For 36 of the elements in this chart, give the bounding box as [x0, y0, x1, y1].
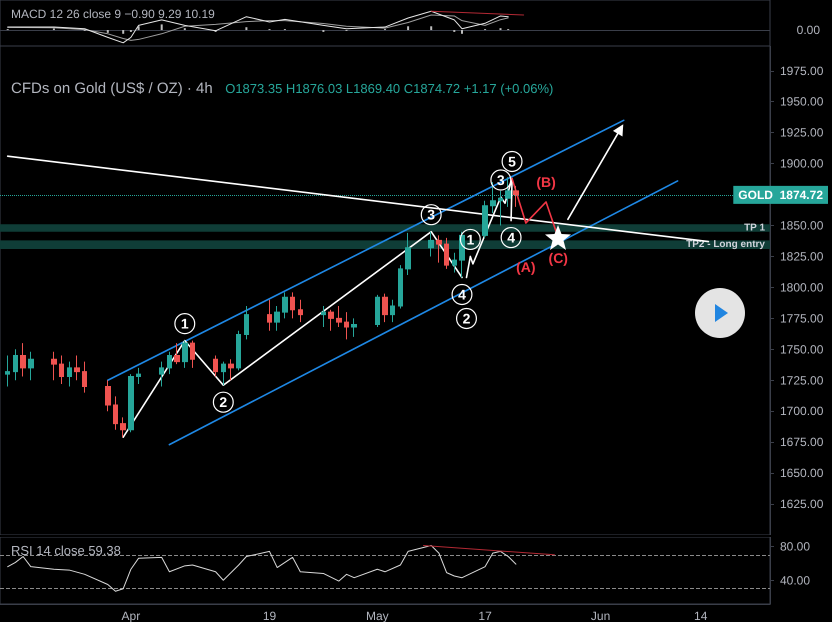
y-tick-label: 1650.00 [780, 466, 824, 480]
y-tick-label: 1850.00 [780, 218, 824, 233]
annotation: 2 [219, 394, 228, 410]
text: O1873.35 H1876.03 L1869.40 C1874.72 +1.17 (+0.06%) [225, 81, 554, 96]
annotation: 1 [180, 316, 189, 332]
x-tick-label: Jun [590, 609, 610, 622]
y-tick-label: 1950.00 [780, 94, 824, 109]
y-tick-label: 1800.00 [780, 280, 824, 294]
y-tick-label: 1925.00 [780, 126, 824, 140]
annotation: (A) [516, 259, 536, 276]
annotation: (C) [548, 250, 568, 266]
y-tick-label: 1975.00 [780, 64, 824, 78]
annotation: 5 [508, 153, 516, 170]
y-tick-label: 1700.00 [780, 404, 824, 418]
y-tick-label: 1775.00 [780, 311, 824, 326]
y-tick-label: 80.00 [780, 539, 810, 554]
y-tick-label: 1675.00 [780, 435, 824, 450]
text: CFDs on Gold (US$ / OZ) · 4h [11, 80, 213, 97]
text: 0.00 [796, 23, 820, 38]
y-tick-label: 1900.00 [780, 156, 824, 171]
annotation: 4 [507, 230, 516, 246]
y-tick-label: 1725.00 [780, 373, 824, 388]
chart-title: MACD 12 26 close 9 −0.90 9.29 10.19 [11, 7, 216, 21]
y-tick-label: 1825.00 [780, 249, 824, 264]
y-tick-label: 40.00 [780, 573, 810, 588]
text: RSI 14 close 59.38 [11, 543, 121, 558]
y-tick-label: 1750.00 [780, 342, 824, 356]
annotation: 2 [462, 310, 471, 326]
y-tick-label: 1625.00 [780, 497, 824, 512]
x-tick-label: 17 [478, 609, 492, 622]
ref-line-label: GOLD 1874.72 [738, 188, 824, 202]
x-tick-label: 19 [262, 609, 276, 622]
annotation: 1 [466, 231, 474, 248]
band-label: TP 1 [744, 222, 766, 234]
annotation: (B) [536, 174, 556, 190]
x-tick-label: 14 [694, 609, 708, 622]
